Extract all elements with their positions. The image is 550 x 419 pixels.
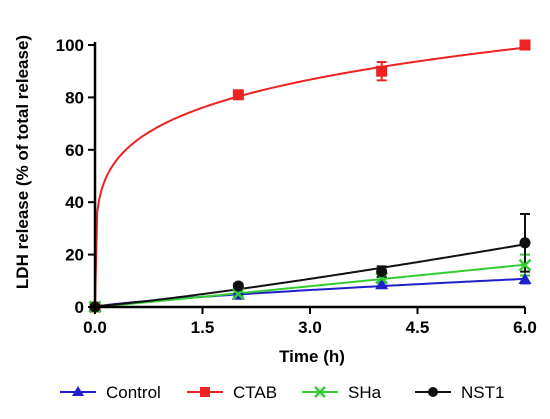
legend: Control CTAB SHa NST1	[60, 383, 504, 402]
error-bars	[233, 40, 530, 298]
data-point-ctab-2	[376, 65, 388, 77]
data-point-ctab-3	[519, 39, 531, 51]
data-point-ctab-1	[232, 89, 244, 101]
y-tick-label: 0	[75, 298, 84, 317]
y-tick-label: 100	[56, 36, 84, 55]
legend-swatch-marker-stroke-b	[314, 386, 326, 398]
x-tick-label: 1.5	[191, 318, 215, 337]
x-tick-label: 6.0	[513, 318, 537, 337]
legend-label: NST1	[461, 383, 504, 402]
legend-swatch-marker	[428, 387, 438, 397]
data-point-control-2	[375, 278, 389, 290]
data-point-sha-3-stroke-b	[518, 258, 532, 272]
tick-labels: 0 20 40 60 80 100 0.0 1.5 3.0 4.5 6.0	[56, 36, 537, 337]
fit-curves	[94, 46, 526, 308]
y-tick-label: 80	[65, 88, 84, 107]
legend-swatch-marker	[314, 386, 326, 398]
legend-item-nst1: NST1	[415, 383, 504, 402]
fit-line-control	[94, 277, 526, 308]
fit-line-sha	[94, 263, 526, 308]
x-tick-label: 4.5	[406, 318, 430, 337]
legend-swatch-marker	[200, 387, 210, 397]
legend-item-sha: SHa	[302, 383, 382, 402]
fit-line-ctab	[94, 46, 526, 308]
legend-item-ctab: CTAB	[187, 383, 277, 402]
fit-line-nst1	[94, 243, 526, 308]
data-point-sha-1	[231, 287, 245, 301]
data-point-nst1-1	[232, 280, 244, 292]
data-point-nst1-3	[519, 237, 531, 249]
legend-label: SHa	[348, 383, 382, 402]
data-point-sha-1-stroke-b	[231, 287, 245, 301]
axes	[88, 42, 526, 314]
legend-item-control: Control	[60, 383, 161, 402]
data-point-nst1-2	[376, 266, 388, 278]
data-point-control-3	[518, 272, 532, 284]
x-tick-label: 3.0	[298, 318, 322, 337]
legend-label: CTAB	[233, 383, 277, 402]
x-axis-title: Time (h)	[279, 347, 345, 366]
y-axis-title: LDH release (% of total release)	[13, 35, 32, 289]
legend-label: Control	[106, 383, 161, 402]
y-tick-label: 20	[65, 246, 84, 265]
x-tick-label: 0.0	[83, 318, 107, 337]
legend-swatch-marker	[72, 386, 84, 396]
data-point-sha-3	[518, 258, 532, 272]
y-tick-label: 60	[65, 141, 84, 160]
y-tick-label: 40	[65, 193, 84, 212]
